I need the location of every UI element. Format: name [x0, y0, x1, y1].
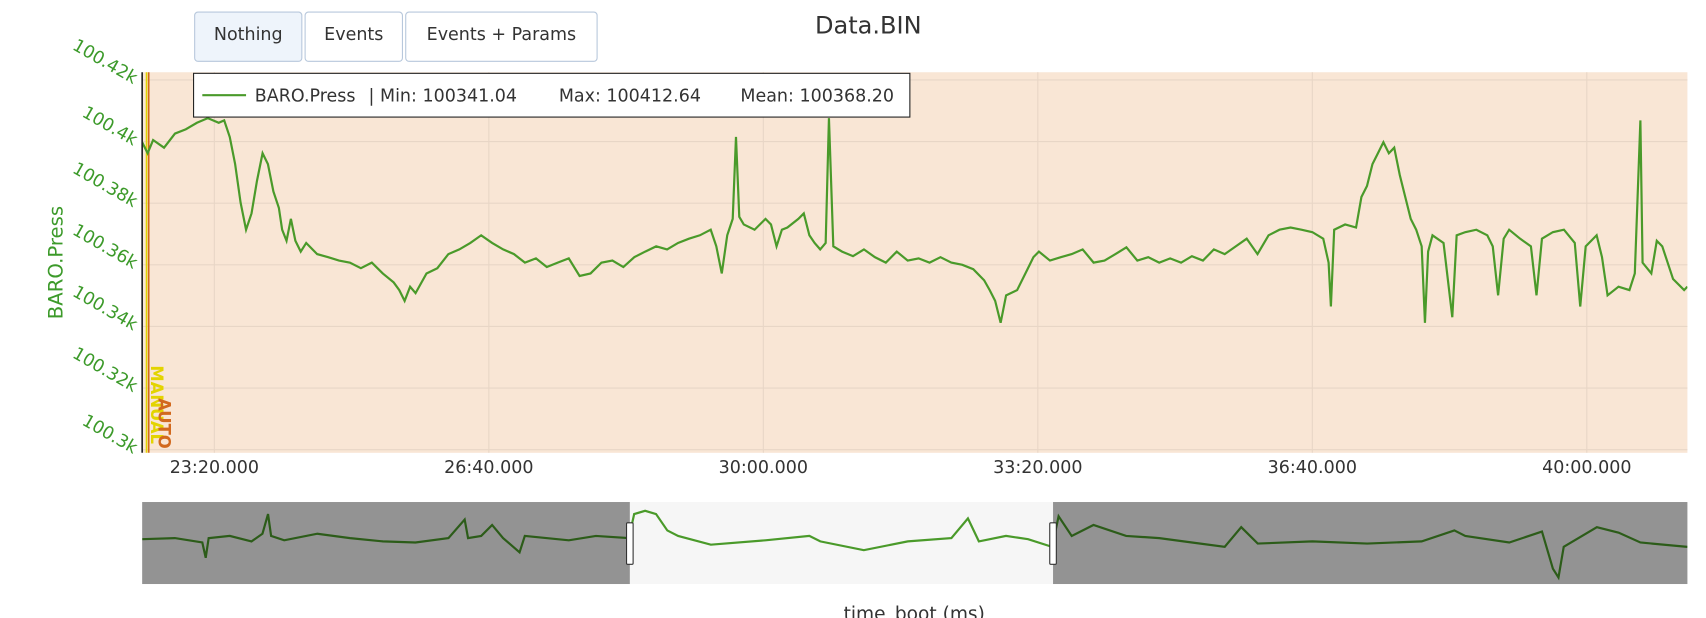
mode-label: MANUAL: [147, 365, 166, 444]
button-label[interactable]: Events + Params: [427, 25, 576, 45]
slider-handle[interactable]: [626, 522, 634, 565]
x-tick-label: 40:00.000: [1542, 458, 1631, 478]
legend-label: BARO.Press: [255, 86, 356, 106]
chart-title: Data.BIN: [815, 11, 922, 39]
x-tick-label: 26:40.000: [444, 458, 533, 478]
y-tick-label: 100.42k: [69, 36, 142, 89]
x-axis-title: time_boot (ms): [844, 604, 985, 618]
mode-label: AUTO: [154, 398, 173, 449]
slider-mask: [1053, 502, 1688, 585]
legend-box: [193, 72, 911, 118]
legend-stat: Mean: 100368.20: [740, 86, 894, 106]
legend-stat: Max: 100412.64: [559, 86, 701, 106]
button[interactable]: [405, 11, 598, 62]
slider-line: [142, 509, 1688, 581]
y-tick-label: 100.32k: [69, 344, 142, 397]
slider-mask: [142, 502, 630, 585]
button[interactable]: [194, 11, 303, 62]
y-tick-label: 100.3k: [78, 411, 141, 459]
x-tick-label: 30:00.000: [719, 458, 808, 478]
button-label[interactable]: Nothing: [214, 25, 283, 45]
button[interactable]: [304, 11, 403, 62]
button-label[interactable]: Events: [324, 25, 383, 45]
legend-stat: | Min: 100341.04: [369, 86, 517, 106]
y-tick-label: 100.4k: [78, 103, 141, 151]
x-tick-label: 33:20.000: [993, 458, 1082, 478]
slider-handle[interactable]: [1049, 522, 1057, 565]
y-tick-label: 100.34k: [69, 282, 142, 335]
x-tick-label: 36:40.000: [1268, 458, 1357, 478]
y-tick-label: 100.36k: [69, 221, 142, 274]
plot-area: [142, 72, 1688, 453]
y-axis-title: BARO.Press: [44, 206, 67, 319]
x-tick-label: 23:20.000: [170, 458, 259, 478]
data-line: [142, 116, 1688, 324]
y-tick-label: 100.38k: [69, 159, 142, 212]
